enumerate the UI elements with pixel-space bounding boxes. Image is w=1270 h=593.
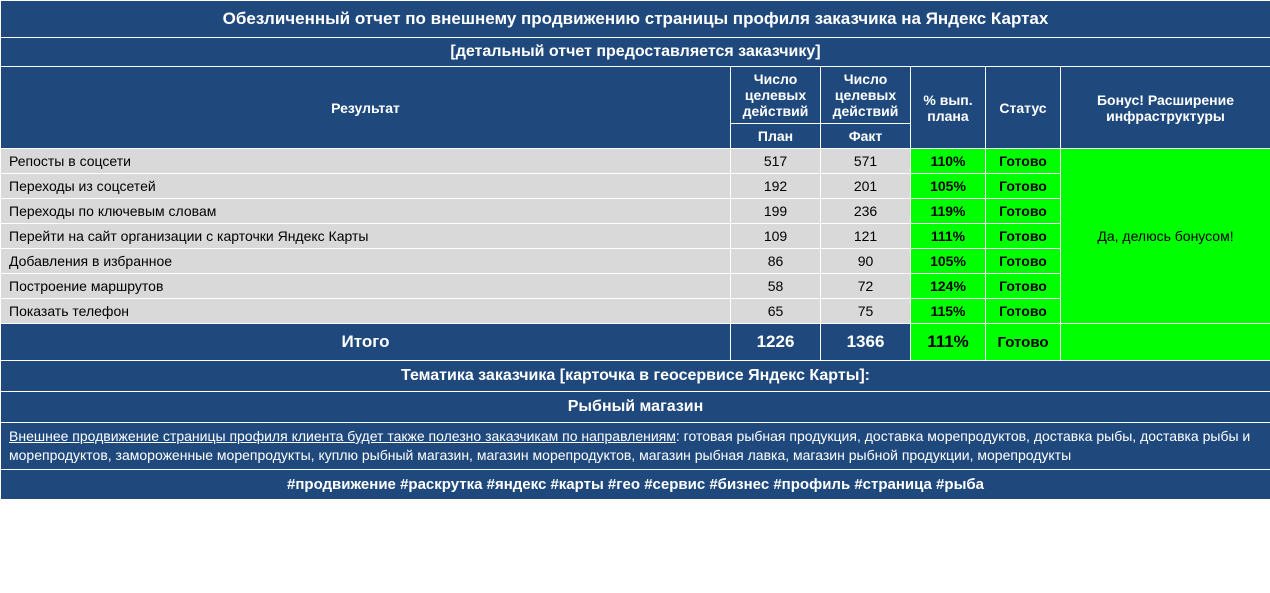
row-label: Переходы из соцсетей: [1, 174, 731, 199]
row-pct: 111%: [911, 224, 986, 249]
total-status: Готово: [986, 324, 1061, 361]
bonus-cell: Да, делюсь бонусом!: [1061, 149, 1270, 324]
col-bonus: Бонус! Расширение инфраструктуры: [1061, 67, 1270, 149]
row-status: Готово: [986, 299, 1061, 324]
total-bonus-space: [1061, 324, 1270, 361]
col-plan: План: [731, 124, 821, 149]
row-status: Готово: [986, 249, 1061, 274]
header-row-1: Результат Число целевых действий Число ц…: [1, 67, 1270, 124]
description-lead: Внешнее продвижение страницы профиля кли…: [9, 428, 676, 444]
row-status: Готово: [986, 274, 1061, 299]
row-pct: 105%: [911, 174, 986, 199]
total-row: Итого 1226 1366 111% Готово: [1, 324, 1270, 361]
row-plan: 192: [731, 174, 821, 199]
row-status: Готово: [986, 199, 1061, 224]
row-plan: 58: [731, 274, 821, 299]
description-text: Внешнее продвижение страницы профиля кли…: [1, 423, 1270, 470]
col-fact: Факт: [821, 124, 911, 149]
row-plan: 109: [731, 224, 821, 249]
row-status: Готово: [986, 149, 1061, 174]
row-label: Построение маршрутов: [1, 274, 731, 299]
col-pct: % вып. плана: [911, 67, 986, 149]
subtitle-row: [детальный отчет предоставляется заказчи…: [1, 38, 1270, 67]
description-row: Внешнее продвижение страницы профиля кли…: [1, 423, 1270, 470]
row-pct: 119%: [911, 199, 986, 224]
row-fact: 72: [821, 274, 911, 299]
row-label: Переходы по ключевым словам: [1, 199, 731, 224]
row-plan: 86: [731, 249, 821, 274]
tags-row: #продвижение #раскрутка #яндекс #карты #…: [1, 469, 1270, 499]
row-label: Репосты в соцсети: [1, 149, 731, 174]
col-plan-actions: Число целевых действий: [731, 67, 821, 124]
report-table: Обезличенный отчет по внешнему продвижен…: [0, 0, 1270, 500]
title-row: Обезличенный отчет по внешнему продвижен…: [1, 1, 1270, 38]
row-fact: 75: [821, 299, 911, 324]
theme-label-row: Тематика заказчика [карточка в геосервис…: [1, 361, 1270, 392]
row-pct: 105%: [911, 249, 986, 274]
col-fact-actions: Число целевых действий: [821, 67, 911, 124]
row-plan: 65: [731, 299, 821, 324]
row-pct: 115%: [911, 299, 986, 324]
row-fact: 201: [821, 174, 911, 199]
row-pct: 110%: [911, 149, 986, 174]
row-pct: 124%: [911, 274, 986, 299]
tags-text: #продвижение #раскрутка #яндекс #карты #…: [1, 469, 1270, 499]
row-label: Показать телефон: [1, 299, 731, 324]
total-plan: 1226: [731, 324, 821, 361]
row-plan: 517: [731, 149, 821, 174]
theme-value-row: Рыбный магазин: [1, 392, 1270, 423]
theme-value: Рыбный магазин: [1, 392, 1270, 423]
theme-label: Тематика заказчика [карточка в геосервис…: [1, 361, 1270, 392]
report-title: Обезличенный отчет по внешнему продвижен…: [1, 1, 1270, 38]
row-status: Готово: [986, 174, 1061, 199]
row-plan: 199: [731, 199, 821, 224]
row-fact: 571: [821, 149, 911, 174]
total-pct: 111%: [911, 324, 986, 361]
col-status: Статус: [986, 67, 1061, 149]
row-fact: 121: [821, 224, 911, 249]
row-fact: 90: [821, 249, 911, 274]
total-fact: 1366: [821, 324, 911, 361]
row-label: Перейти на сайт организации с карточки Я…: [1, 224, 731, 249]
table-row: Репосты в соцсети517571110%ГотовоДа, дел…: [1, 149, 1270, 174]
col-result: Результат: [1, 67, 731, 149]
report-subtitle: [детальный отчет предоставляется заказчи…: [1, 38, 1270, 67]
row-fact: 236: [821, 199, 911, 224]
total-label: Итого: [1, 324, 731, 361]
row-label: Добавления в избранное: [1, 249, 731, 274]
row-status: Готово: [986, 224, 1061, 249]
